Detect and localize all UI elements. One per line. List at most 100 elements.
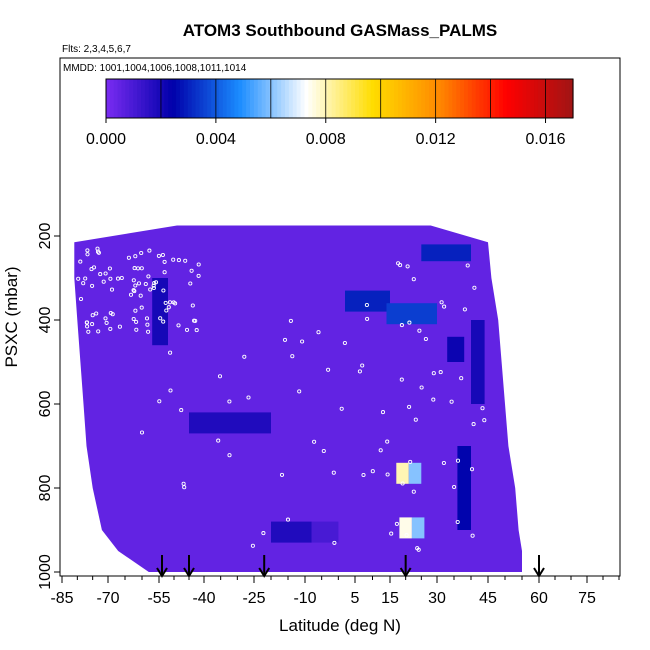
colorbar-step [475,79,481,118]
sample-marker [139,430,145,435]
heatmap-cell-1 [152,278,168,346]
sample-marker [216,438,221,443]
sample-marker [189,268,194,273]
colorbar-step [137,79,142,118]
sample-marker [470,533,475,538]
sample-marker [96,329,101,334]
sample-marker [469,467,475,472]
colorbar-step [277,79,282,118]
sample-marker [370,469,375,474]
sample-marker [411,489,416,494]
colorbar-step [429,79,434,118]
sample-marker [419,385,424,390]
colorbar-step [172,79,177,118]
colorbar-step [506,79,512,118]
sample-marker [151,283,156,288]
colorbar-step [300,79,306,118]
heatmap-cell-8 [396,462,409,484]
colorbar-step [246,79,251,118]
colorbar-step [281,79,286,118]
colorbar-step [526,79,531,118]
sample-marker [312,439,317,444]
colorbar-step [141,79,146,118]
y-tick-label: 1000 [37,554,54,590]
colorbar-step [168,79,173,118]
colorbar-step [530,79,535,118]
colorbar-step [214,79,220,118]
sample-marker [139,266,144,271]
sample-marker [455,519,460,525]
sample-marker [361,472,366,478]
colorbar-step [191,79,197,118]
colorbar-step [187,79,193,118]
colorbar-step [222,79,228,118]
sample-marker [161,319,166,324]
sample-marker [413,417,418,422]
sample-marker [91,265,97,270]
sample-marker [84,320,89,325]
sample-marker [439,300,444,305]
sample-marker [389,531,394,536]
x-tick-label: 5 [351,590,360,607]
sample-marker [103,271,108,276]
colorbar-step [230,79,236,118]
sample-marker [108,326,113,331]
colorbar-step [269,79,274,118]
heatmap-cell-11 [411,517,425,539]
heatmap-cell-7 [421,244,471,262]
colorbar-step [109,79,115,118]
sample-marker [131,288,136,293]
colorbar-step [467,79,473,118]
sample-marker [94,311,99,316]
colorbar-step [323,79,329,118]
heatmap-cell-6 [386,303,437,325]
dates-subtitle: MMDD: 1001,1004,1006,1008,1011,1014 [63,63,247,74]
colorbar-step [374,79,380,118]
colorbar-step [514,79,520,118]
sample-marker [78,259,83,264]
x-tick-label: -25 [242,590,265,607]
sample-marker [83,276,88,281]
sample-marker [115,276,121,281]
colorbar-step [129,79,134,118]
sample-marker [246,395,251,400]
colorbar-step [125,79,130,118]
sample-marker [321,448,326,454]
colorbar-step [370,79,376,118]
colorbar-step [421,79,426,118]
sample-marker [449,399,454,404]
sample-marker [279,472,285,477]
sample-marker [133,283,138,288]
sample-marker [78,296,84,302]
x-axis-label: Latitude (deg N) [279,616,401,635]
sample-marker [107,266,112,271]
sample-marker [128,292,134,297]
sample-marker [441,460,446,466]
colorbar-step [355,79,360,118]
sample-marker [431,371,436,376]
colorbar-step [553,79,559,118]
heatmap-cell-10 [399,517,412,539]
sample-marker [167,300,173,305]
sample-marker [146,274,151,279]
x-tick-label: 75 [578,590,596,607]
sample-marker [181,481,186,486]
colorbar-step [327,79,333,118]
colorbar-step [487,79,492,118]
heatmap-area [74,225,523,572]
colorbar-step [479,79,485,118]
colorbar-step [347,79,352,118]
sample-marker [135,266,141,271]
colorbar-step [499,79,504,118]
sample-marker [227,399,232,404]
colorbar-step [179,79,185,118]
sample-marker [139,250,144,256]
sample-marker [156,253,161,258]
sample-marker [194,328,199,333]
colorbar-tick-label: 0.016 [526,131,566,148]
colorbar-step [417,79,422,118]
sample-marker [399,323,404,328]
colorbar-step [133,79,138,118]
sample-marker [151,285,156,291]
sample-marker [86,329,91,334]
